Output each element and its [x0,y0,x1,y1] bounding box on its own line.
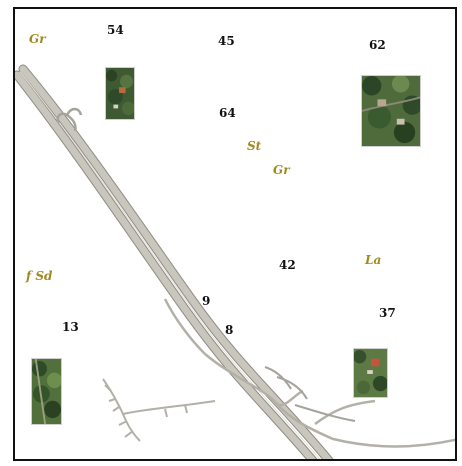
label-9: 9 [202,294,211,308]
place-f-sd: f Sd [26,269,53,283]
place-gr-top-left: Gr [29,32,46,46]
village-track [102,378,216,442]
place-la: La [365,253,382,267]
aerial-photo-2 [361,75,421,147]
aerial-photo-1 [105,67,135,120]
label-37: 37 [379,306,396,320]
label-8: 8 [225,323,234,337]
label-45: 45 [218,34,235,48]
interchange [264,366,356,422]
place-gr-center: Gr [273,163,290,177]
map-frame: 54 45 62 64 42 9 8 13 37 Gr St Gr f Sd L… [13,7,457,461]
aerial-photo-3 [31,358,62,425]
aerial-photo-4 [353,348,388,398]
label-64: 64 [219,106,236,120]
access-ramp [56,107,83,132]
motorway [15,64,334,459]
place-st: St [247,139,262,153]
label-13: 13 [62,320,79,334]
label-54: 54 [107,23,124,37]
road-layer [15,64,455,459]
label-62: 62 [369,38,386,52]
label-42: 42 [279,258,296,272]
